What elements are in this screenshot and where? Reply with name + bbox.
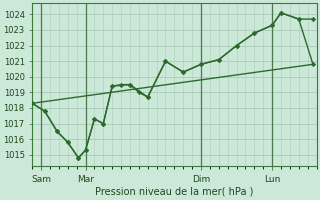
X-axis label: Pression niveau de la mer( hPa ): Pression niveau de la mer( hPa ): [95, 187, 253, 197]
